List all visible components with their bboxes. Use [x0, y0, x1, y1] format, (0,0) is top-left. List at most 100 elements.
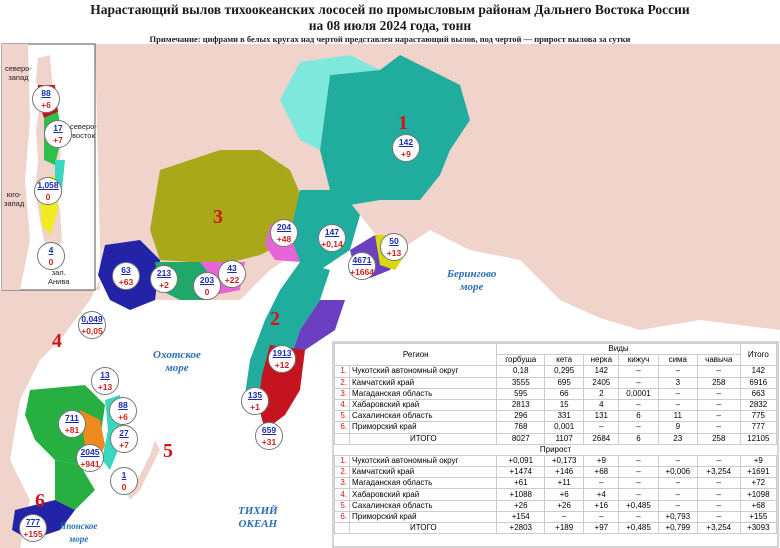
table-row: 6. Приморский край 768 0,001– –9–777 — [334, 421, 778, 434]
row-value: – — [657, 477, 698, 490]
row-total: 6916 — [739, 376, 778, 389]
circle-sakhalin-nw: 88 +6 — [109, 397, 137, 425]
species-header: кета — [544, 354, 585, 367]
inset-label-sw: юго- запад — [4, 190, 25, 208]
table-row: 2. Камчатский край 3555 695 2405–3 258 6916 — [334, 376, 778, 389]
row-value: 15 — [544, 398, 585, 412]
row-number: 2. — [334, 466, 350, 479]
sum-spacer — [334, 521, 350, 535]
sum-value: 6 — [618, 432, 659, 445]
row-value: 695 — [544, 376, 585, 389]
row-region-name: Чукотский автономный округ — [348, 365, 498, 378]
region-number-6: 6 — [35, 490, 45, 512]
sea-pacific: ТИХИЙ ОКЕАН — [238, 505, 278, 530]
circle-koryak: 4671 +1664 — [348, 252, 376, 280]
circle-sakhalin-east: 27 +7 — [110, 425, 138, 453]
row-value: – — [696, 365, 741, 378]
circle-kamchatka-west: 135 +1 — [241, 387, 269, 415]
row-value: +6 — [544, 488, 585, 501]
row-value: +0,091 — [496, 454, 546, 468]
table-row: 5. Сахалинская область 296 331 131 6 11–775 — [334, 410, 778, 423]
table-row: 3. Магаданская область +61 +11– – – – +72 — [334, 477, 778, 490]
table-row: 6. Приморский край +154– – – +0,793– +155 — [334, 510, 778, 524]
row-value: – — [696, 410, 741, 423]
row-value: – — [618, 477, 659, 490]
region-number-4: 4 — [52, 330, 62, 352]
row-region-name: Магаданская область — [348, 477, 498, 490]
row-value: +146 — [544, 466, 585, 479]
row-value: +0,006 — [657, 466, 698, 479]
region-chukotka-north — [280, 55, 380, 150]
circle-khabarovsk-north: 63 +63 — [112, 262, 140, 290]
sum-total: +3093 — [739, 521, 778, 535]
row-number: 5. — [334, 410, 350, 423]
row-value: 0,18 — [496, 365, 546, 378]
table-row: 1. Чукотский автономный округ +0,091 +0,173… — [334, 454, 778, 468]
row-value: – — [696, 387, 741, 400]
row-region-name: Сахалинская область — [348, 499, 498, 512]
sea-japan: Японское море — [60, 521, 98, 544]
row-value: +68 — [583, 466, 620, 479]
table-sum-row: ИТОГО 8027 1107 2684 6 23 258 12105 — [334, 432, 778, 445]
row-value: 331 — [544, 410, 585, 423]
sum-value: +2803 — [496, 521, 546, 535]
row-value: – — [618, 466, 659, 479]
species-header: кижуч — [618, 354, 659, 367]
row-value: +4 — [583, 488, 620, 501]
row-value: +0,173 — [544, 454, 585, 468]
circle-olyutorsky: 50 +13 — [380, 233, 408, 261]
species-header: горбуша — [496, 354, 546, 367]
row-value: – — [618, 365, 659, 378]
row-value: – — [696, 477, 741, 490]
sum-value: +0,485 — [618, 521, 659, 535]
table-row: 5. Сахалинская область +26 +26 +16 +0,485– – +6… — [334, 499, 778, 512]
table-row: 2. Камчатский край +1474 +146 +68– +0,006 +3,2… — [334, 466, 778, 479]
species-header: сима — [657, 354, 698, 367]
row-value: – — [618, 488, 659, 501]
col-header-species: Виды — [496, 342, 741, 356]
row-value: +3,254 — [696, 466, 741, 479]
circle-magadan-coast: 204 +48 — [270, 219, 298, 247]
inset-label-nw: северо- запад — [5, 64, 32, 82]
circle-koryak-north: 147 +0,14 — [318, 224, 346, 252]
row-value: – — [618, 376, 659, 389]
circle-inset-nw: 88 +6 — [32, 85, 60, 113]
col-header-total: Итого — [739, 342, 778, 367]
row-value: +154 — [496, 510, 546, 524]
land-west — [0, 250, 110, 548]
sum-value: 2684 — [583, 432, 620, 445]
row-value: 11 — [657, 410, 698, 423]
table-sum-row: ИТОГО +2803 +189 +97 +0,485 +0,799 +3,254 +3093 — [334, 521, 778, 535]
table-row: 1. Чукотский автономный округ 0,18 0,295 142… — [334, 365, 778, 378]
row-value: – — [657, 488, 698, 501]
row-value: – — [696, 488, 741, 501]
region-number-5: 5 — [163, 440, 173, 462]
circle-amur: 2045 +941 — [76, 444, 104, 472]
table-row: 4. Хабаровский край 2813 15 4– – –2832 — [334, 398, 778, 412]
row-value: +0,793 — [657, 510, 698, 524]
row-value: +26 — [544, 499, 585, 512]
map-note: Примечание: цифрами в белых кругах над ч… — [149, 34, 631, 44]
row-number: 6. — [334, 510, 350, 524]
row-total: +1098 — [739, 488, 778, 501]
region-number-2: 2 — [270, 308, 280, 330]
row-value: – — [583, 477, 620, 490]
row-region-name: Чукотский автономный округ — [348, 454, 498, 468]
circle-kamchatka-south: 659 +31 — [255, 422, 283, 450]
row-value: – — [618, 510, 659, 524]
row-region-name: Камчатский край — [348, 466, 498, 479]
row-value: – — [544, 510, 585, 524]
sum-label: ИТОГО — [348, 521, 498, 535]
row-value: – — [696, 421, 741, 434]
table-row: 3. Магаданская область 595 66 2 0,0001– –663 — [334, 387, 778, 400]
page-title: Нарастающий вылов тихоокеанских лососей … — [90, 2, 690, 33]
col-header-region: Регион — [333, 342, 498, 367]
row-value: – — [696, 454, 741, 468]
sum-value: 23 — [657, 432, 698, 445]
row-value: 66 — [544, 387, 585, 400]
row-number: 3. — [334, 387, 350, 400]
row-value: +9 — [583, 454, 620, 468]
row-value: – — [618, 454, 659, 468]
catch-table: Регион Виды Итого горбуша кета нерка кижуч с… — [333, 342, 778, 535]
